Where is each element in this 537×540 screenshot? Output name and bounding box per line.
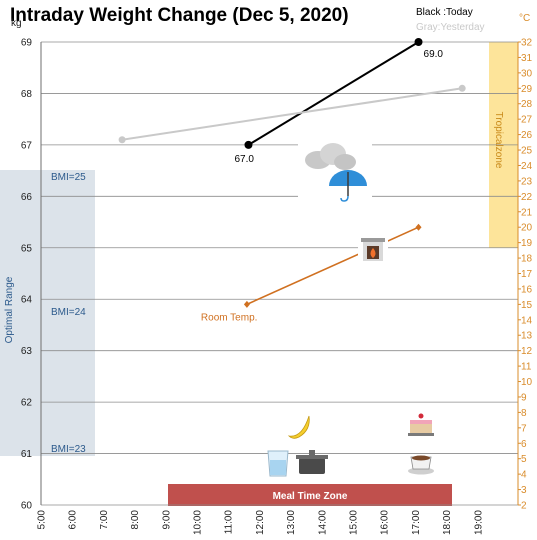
- today-point: [414, 38, 423, 46]
- coffee-cup-icon: [408, 455, 434, 475]
- right-tick-label: 31: [521, 53, 533, 64]
- water-glass-icon: [267, 450, 289, 477]
- right-tick-label: 21: [521, 207, 533, 218]
- right-tick-label: 16: [521, 284, 533, 295]
- cake-icon: [408, 413, 434, 436]
- x-tick-label: 6:00: [68, 510, 79, 530]
- right-tick-label: 25: [521, 146, 533, 157]
- yesterday-point: [118, 136, 126, 144]
- right-tick-label: 8: [521, 408, 527, 419]
- series-layer: 67.0 69.0 Room Temp.: [118, 38, 466, 323]
- right-tick-label: 10: [521, 377, 533, 388]
- bmi-24-label: BMI=24: [51, 307, 86, 318]
- right-tick-label: 18: [521, 254, 533, 265]
- x-tick-label: 5:00: [37, 510, 48, 530]
- legend-yesterday: Gray:Yesterday: [416, 22, 485, 33]
- right-tick-label: 13: [521, 331, 533, 342]
- banana-icon: [287, 415, 310, 439]
- right-tick-label: 30: [521, 68, 533, 79]
- right-tick-label: 19: [521, 238, 533, 249]
- left-tick-label: 67: [21, 140, 33, 151]
- left-tick-label: 68: [21, 89, 33, 100]
- right-axis-unit: °C: [519, 13, 530, 24]
- right-tick-label: 9: [521, 392, 527, 403]
- right-tick-label: 11: [521, 362, 532, 373]
- right-tick-label: 27: [521, 115, 533, 126]
- left-tick-label: 60: [21, 501, 33, 512]
- left-axis-unit: kg: [11, 18, 22, 29]
- x-tick-label: 12:00: [255, 510, 266, 535]
- chart-title: Intraday Weight Change (Dec 5, 2020): [10, 5, 349, 26]
- tropical-zone-label: Tropicalzone: [493, 112, 504, 169]
- data-label: 69.0: [424, 49, 444, 60]
- left-tick-label: 61: [21, 449, 33, 460]
- axes: [40, 42, 519, 505]
- right-tick-label: 20: [521, 223, 533, 234]
- right-tick-label: 17: [521, 269, 533, 280]
- cloud-umbrella-icon: [298, 140, 372, 202]
- yesterday-point: [458, 84, 466, 92]
- left-tick-label: 66: [21, 192, 33, 203]
- x-tick-label: 9:00: [161, 510, 172, 530]
- right-tick-label: 32: [521, 38, 533, 49]
- right-tick-label: 28: [521, 99, 533, 110]
- optimal-range-label: Optimal Range: [4, 276, 15, 343]
- right-tick-label: 5: [521, 454, 527, 465]
- x-tick-label: 15:00: [349, 510, 360, 535]
- cooking-pot-icon: [296, 450, 328, 474]
- right-tick-label: 7: [521, 423, 527, 434]
- right-tick-label: 14: [521, 315, 533, 326]
- data-label: 67.0: [234, 154, 254, 165]
- left-tick-label: 63: [21, 346, 33, 357]
- left-tick-label: 62: [21, 398, 33, 409]
- right-tick-label: 6: [521, 439, 527, 450]
- optimal-range-band: [0, 170, 95, 456]
- right-tick-label: 15: [521, 300, 533, 311]
- legend-today: Black :Today: [416, 7, 473, 18]
- x-tick-label: 8:00: [130, 510, 141, 530]
- x-tick-label: 13:00: [286, 510, 297, 535]
- x-axis-ticks: 5:00 6:00 7:00 8:00 9:00 10:00 11:00 12:00 13:00…: [37, 510, 485, 535]
- right-tick-label: 12: [521, 346, 533, 357]
- x-tick-label: 19:00: [473, 510, 484, 535]
- room-temp-point: [415, 223, 422, 231]
- left-tick-label: 65: [21, 243, 33, 254]
- x-tick-label: 10:00: [193, 510, 204, 535]
- yesterday-line: [121, 87, 463, 141]
- x-tick-label: 16:00: [380, 510, 391, 535]
- left-tick-label: 64: [21, 295, 33, 306]
- today-line: [247, 41, 420, 146]
- room-temp-point: [243, 300, 250, 308]
- right-tick-label: 26: [521, 130, 533, 141]
- right-tick-label: 22: [521, 192, 533, 203]
- x-tick-label: 7:00: [99, 510, 110, 530]
- right-tick-label: 29: [521, 84, 533, 95]
- left-axis-ticks: 60 61 62 63 64 65 66 67 68 69: [21, 38, 33, 512]
- right-tick-label: 2: [521, 501, 527, 512]
- bmi-25-label: BMI=25: [51, 172, 86, 183]
- fireplace-icon: [358, 234, 388, 264]
- right-tick-label: 4: [521, 470, 527, 481]
- right-tick-label: 24: [521, 161, 533, 172]
- x-tick-label: 18:00: [442, 510, 453, 535]
- bmi-23-label: BMI=23: [51, 444, 86, 455]
- right-axis-ticks: 2345678910111213141516171819202122232425…: [518, 38, 533, 512]
- right-tick-label: 23: [521, 176, 533, 187]
- left-tick-label: 69: [21, 38, 33, 49]
- room-temp-label: Room Temp.: [201, 312, 258, 323]
- room-temp-line: [246, 226, 419, 306]
- gridlines: [41, 41, 518, 506]
- x-tick-label: 17:00: [411, 510, 422, 535]
- x-tick-label: 14:00: [317, 510, 328, 535]
- meal-time-zone-label: Meal Time Zone: [273, 491, 348, 502]
- today-point: [244, 140, 253, 149]
- meal-time-zone-band: [168, 484, 452, 506]
- right-tick-label: 3: [521, 485, 527, 496]
- x-tick-label: 11:00: [224, 510, 235, 535]
